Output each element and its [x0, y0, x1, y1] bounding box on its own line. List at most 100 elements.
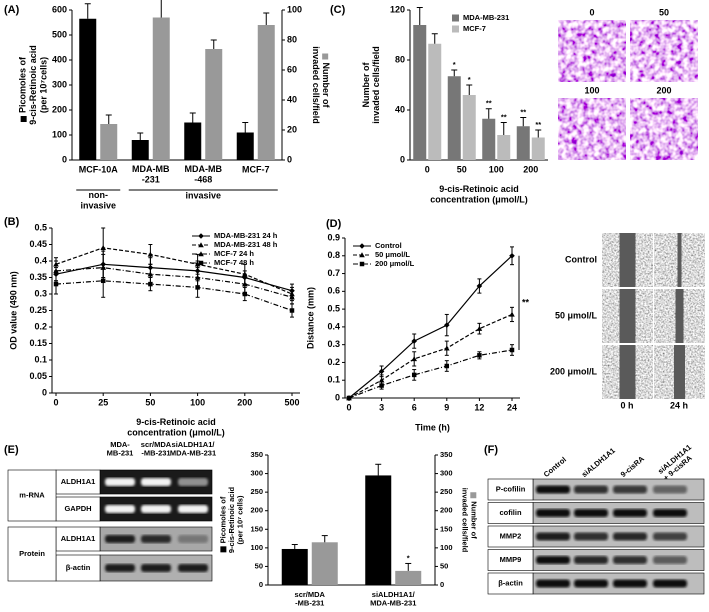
blot-band [536, 532, 570, 541]
group-label: non-invasive [80, 190, 116, 210]
row-label: ALDH1A1 [61, 477, 96, 486]
x-tick-label: 0 [53, 397, 58, 407]
row-label-box [55, 554, 101, 582]
row-label: β-actin [66, 563, 91, 572]
row-label-box [55, 526, 101, 552]
blot-band [536, 485, 570, 494]
y-tick-label: 0.5 [34, 222, 47, 232]
legend-swatch [470, 492, 477, 499]
micrograph [558, 98, 626, 160]
bar [365, 475, 392, 585]
scratch-gap [675, 289, 684, 343]
image-label: 200 [656, 85, 671, 95]
annotation: * [468, 75, 471, 84]
bar [311, 542, 338, 585]
y-tick-label: 50 [255, 561, 263, 570]
x-tick-label: 100 [190, 397, 205, 407]
bar [531, 137, 545, 160]
point [444, 322, 450, 328]
legend-swatch [452, 14, 459, 22]
bar [281, 548, 308, 585]
blot-band [574, 485, 608, 494]
bar [257, 25, 275, 160]
image-label: 0 [589, 7, 594, 17]
row-label-box [487, 572, 534, 595]
point [509, 347, 515, 353]
blot-band [536, 556, 570, 564]
y2-tick-label: 0 [440, 580, 444, 589]
legend-swatch [452, 25, 459, 33]
blot-band [105, 505, 135, 513]
y-tick-label: 0.15 [29, 338, 47, 348]
y2-tick-label: 150 [440, 524, 453, 533]
y-tick-label: 350 [250, 450, 263, 459]
line [348, 255, 513, 399]
y-tick-label: 0.6 [327, 286, 340, 296]
micrograph [558, 20, 626, 82]
y-tick-label: 80 [395, 54, 405, 64]
line [348, 349, 513, 399]
blot-band [574, 509, 608, 517]
x-tick-label: 50 [457, 164, 467, 174]
y2-tick-label: 350 [440, 450, 453, 459]
bar [497, 135, 511, 160]
x-tick-label: 500 [284, 397, 299, 407]
bar [516, 126, 530, 160]
blot-band [613, 509, 647, 517]
point [379, 383, 384, 388]
row-label: ALDH1A1 [61, 534, 96, 543]
point [194, 261, 201, 267]
y2-tick-label: 100 [440, 543, 453, 552]
x-tick-label: 3 [379, 402, 384, 412]
y-tick-label: 150 [250, 524, 263, 533]
row-label-box [55, 469, 101, 495]
x-tick-label: scr/MDA -MB-231 [295, 590, 326, 608]
point [444, 345, 450, 351]
blot-band [178, 564, 208, 572]
y2-tick-label: 80 [287, 34, 297, 44]
row-label-box [55, 496, 101, 522]
y2-tick-label: 20 [287, 124, 297, 134]
legend-label: MCF-7 [463, 24, 486, 33]
scratch-gap [677, 233, 682, 287]
micrograph [630, 20, 698, 82]
line [55, 247, 293, 295]
bar [205, 49, 223, 160]
point [378, 368, 385, 375]
annotation: * [453, 60, 456, 69]
point [509, 311, 515, 317]
blot-band [536, 509, 570, 517]
line [55, 280, 293, 312]
legend-swatch [322, 53, 329, 60]
bar [236, 132, 254, 160]
blot-band [178, 478, 208, 486]
y-tick-label: 0.3 [34, 288, 47, 298]
y-tick-label: 0.05 [29, 371, 47, 381]
row-label: GAPDH [64, 504, 91, 513]
y-tick-label: 400 [52, 54, 67, 64]
y-tick-label: 200 [250, 506, 263, 515]
group-box [7, 469, 57, 522]
point [198, 251, 204, 257]
y-tick-label: 0.1 [327, 375, 340, 385]
line [348, 313, 513, 399]
legend-swatch [20, 116, 27, 123]
y-tick-label: 0.25 [29, 305, 47, 315]
y-tick-label: 0.2 [34, 321, 47, 331]
bar [428, 43, 442, 160]
image-row-label: Control [565, 254, 597, 264]
point [289, 294, 295, 300]
row-label: P-cofilin [496, 484, 526, 493]
y-tick-label: 0.5 [327, 303, 340, 313]
x-axis-label: Time (h) [415, 422, 450, 432]
lane-label: Control [542, 455, 568, 479]
blot-band [178, 535, 208, 543]
point [148, 281, 153, 287]
x-axis-label: 9-cis-Retinoic acid concentration (μmol/L… [430, 184, 528, 204]
point [195, 285, 200, 290]
point [476, 283, 483, 289]
point [100, 278, 106, 284]
x-tick-label: MDA-MB -231 [132, 164, 170, 184]
x-tick-label: 200 [237, 397, 252, 407]
image-label: 50 [659, 7, 669, 17]
